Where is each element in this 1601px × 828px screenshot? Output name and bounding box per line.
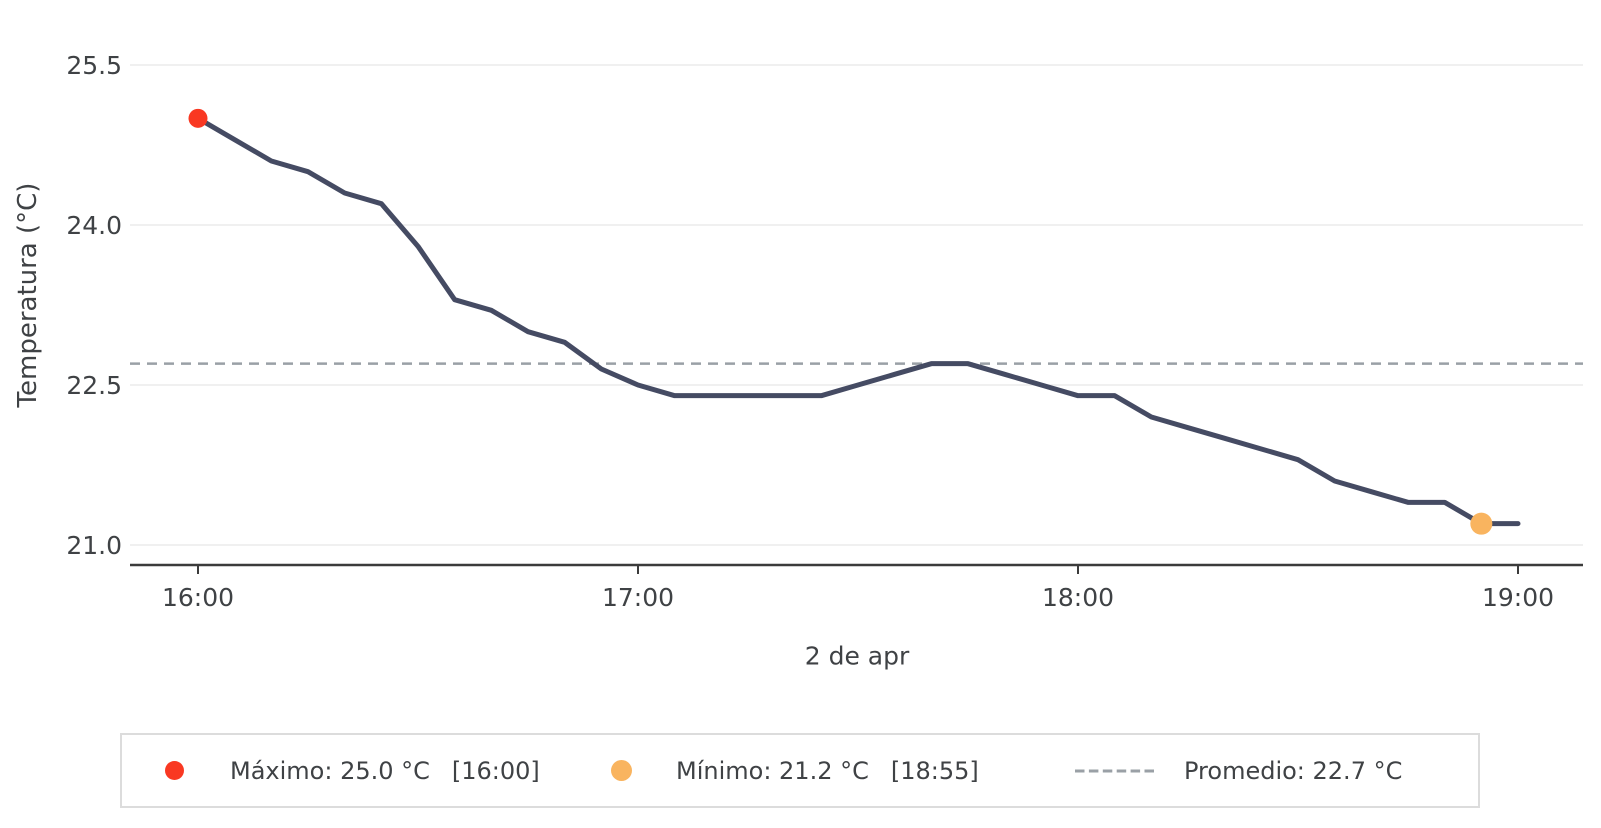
temperature-line	[195, 115, 1521, 527]
min-point-marker	[1470, 512, 1493, 535]
legend-max-label: Máximo: 25.0 °C	[230, 756, 430, 785]
x-tick-label: 16:00	[162, 583, 234, 612]
legend-min-time: [18:55]	[890, 756, 979, 785]
legend-item-average: Promedio: 22.7 °C	[1073, 735, 1402, 806]
x-tick-label: 17:00	[602, 583, 674, 612]
max-marker-icon	[165, 761, 184, 780]
y-tick-label: 21.0	[66, 531, 122, 560]
average-line-sample-icon	[1075, 769, 1155, 772]
legend-item-min: Mínimo: 21.2 °C [18:55]	[611, 735, 979, 806]
legend-min-label: Mínimo: 21.2 °C	[676, 756, 869, 785]
min-marker-icon	[611, 760, 632, 781]
legend-average-label: Promedio: 22.7 °C	[1184, 756, 1403, 785]
y-tick-label: 24.0	[66, 211, 122, 240]
y-tick-label: 25.5	[66, 51, 122, 80]
x-tick-label: 18:00	[1042, 583, 1114, 612]
x-axis-label: 2 de apr	[804, 641, 910, 671]
y-tick-label: 22.5	[66, 371, 122, 400]
legend: Máximo: 25.0 °C [16:00] Mínimo: 21.2 °C …	[120, 733, 1480, 808]
legend-item-max: Máximo: 25.0 °C [16:00]	[165, 735, 540, 806]
legend-max-time: [16:00]	[451, 756, 540, 785]
max-point-marker	[188, 108, 208, 128]
x-tick-label: 19:00	[1482, 583, 1554, 612]
y-axis-label: Temperatura (°C)	[13, 182, 43, 408]
